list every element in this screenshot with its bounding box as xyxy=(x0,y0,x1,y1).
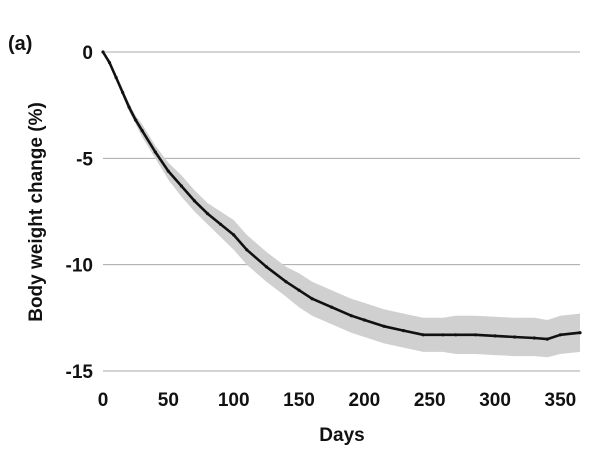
data-point xyxy=(127,105,131,109)
data-point xyxy=(558,333,563,337)
mean-line-path xyxy=(101,50,582,341)
x-tick-label: 150 xyxy=(283,390,315,411)
data-point xyxy=(121,90,125,94)
x-tick-label: 100 xyxy=(218,390,250,411)
data-point xyxy=(114,75,118,80)
data-point xyxy=(166,169,170,173)
data-point xyxy=(284,280,288,284)
y-tick-label: 0 xyxy=(82,43,93,64)
data-point xyxy=(349,314,353,318)
data-point xyxy=(264,265,268,269)
y-axis-title: Body weight change (%) xyxy=(26,102,47,322)
data-point xyxy=(219,222,223,226)
y-tick-label: -15 xyxy=(66,362,94,383)
x-axis-title: Days xyxy=(319,425,364,446)
data-point xyxy=(402,329,406,333)
data-point xyxy=(153,150,157,154)
data-point xyxy=(192,199,197,203)
data-point xyxy=(205,212,210,216)
data-point xyxy=(532,336,536,340)
data-point xyxy=(310,297,314,301)
x-tick-label: 300 xyxy=(479,390,511,411)
data-point xyxy=(454,333,458,337)
data-point xyxy=(578,331,582,335)
data-point xyxy=(134,118,138,122)
data-point xyxy=(330,305,334,309)
y-tick-label: -5 xyxy=(76,149,93,170)
panel-label: (a) xyxy=(8,33,32,55)
x-tick-label: 0 xyxy=(98,390,109,411)
data-point xyxy=(382,324,386,328)
x-tick-label: 200 xyxy=(349,390,381,411)
data-point xyxy=(513,335,517,339)
data-point xyxy=(140,129,144,133)
mean-line xyxy=(101,50,582,341)
data-point xyxy=(297,288,301,292)
y-tick-label: -10 xyxy=(66,256,93,277)
data-point xyxy=(362,318,366,322)
data-point xyxy=(107,61,112,65)
data-point xyxy=(232,233,236,237)
gridlines xyxy=(103,51,580,372)
data-point xyxy=(545,337,549,341)
data-point xyxy=(493,334,497,338)
data-point xyxy=(101,50,105,54)
data-point xyxy=(473,333,478,337)
data-point xyxy=(441,333,445,337)
y-tick-labels: 0 -5 -10 -15 xyxy=(66,43,94,383)
data-point xyxy=(179,184,183,188)
x-tick-labels: 0 50 100 150 200 250 300 350 xyxy=(98,390,577,411)
x-tick-label: 350 xyxy=(545,390,577,411)
x-tick-label: 50 xyxy=(158,390,179,411)
data-point xyxy=(421,333,425,337)
x-tick-label: 250 xyxy=(414,390,446,411)
data-point xyxy=(245,248,249,252)
